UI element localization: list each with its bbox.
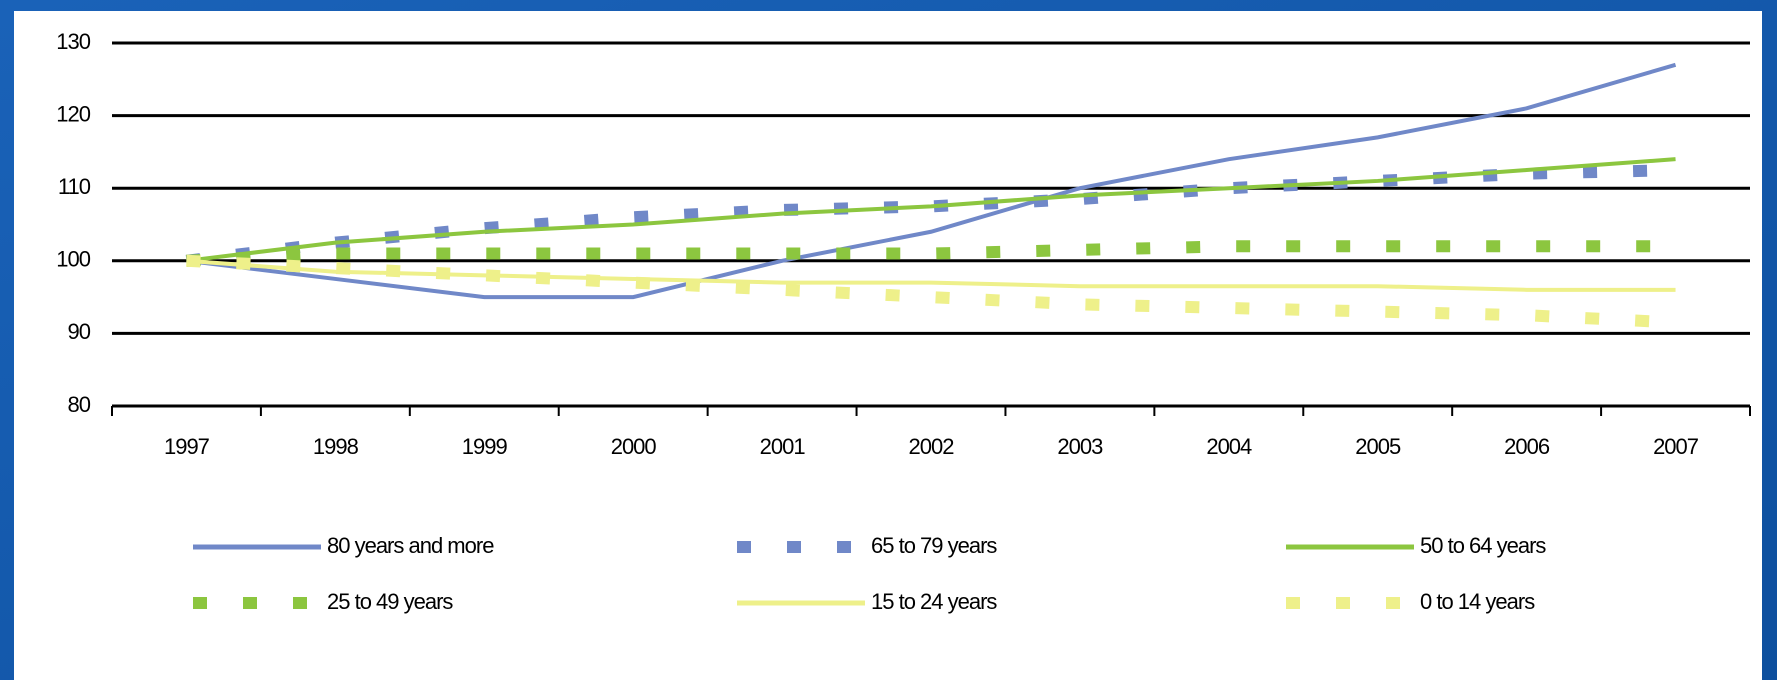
series-line [186, 258, 1676, 292]
x-tick-label: 2006 [1504, 434, 1550, 459]
x-tick-label: 1999 [462, 434, 508, 459]
y-tick-label: 120 [56, 101, 90, 126]
y-tick-label: 90 [68, 319, 91, 344]
legend-label: 80 years and more [327, 533, 494, 558]
x-tick-label: 2003 [1057, 434, 1103, 459]
y-tick-label: 80 [68, 392, 91, 417]
legend-label: 50 to 64 years [1420, 533, 1546, 558]
y-tick-label: 130 [56, 29, 90, 54]
legend-label: 65 to 79 years [871, 533, 997, 558]
x-tick-label: 2002 [909, 434, 955, 459]
x-tick-label: 2001 [760, 434, 806, 459]
x-tick-label: 2005 [1355, 434, 1401, 459]
y-tick-label: 100 [56, 247, 90, 272]
x-tick-label: 1998 [313, 434, 359, 459]
legend-label: 25 to 49 years [327, 589, 453, 614]
series-line [186, 62, 1677, 300]
y-tick-label: 110 [58, 174, 91, 199]
series-line [186, 157, 1676, 263]
x-tick-label: 2007 [1653, 434, 1699, 459]
legend-label: 0 to 14 years [1420, 589, 1535, 614]
legend-label: 15 to 24 years [871, 589, 997, 614]
x-tick-label: 2004 [1206, 434, 1252, 459]
panel [14, 11, 1762, 680]
x-tick-label: 1997 [164, 434, 210, 459]
x-tick-label: 2000 [611, 434, 657, 459]
